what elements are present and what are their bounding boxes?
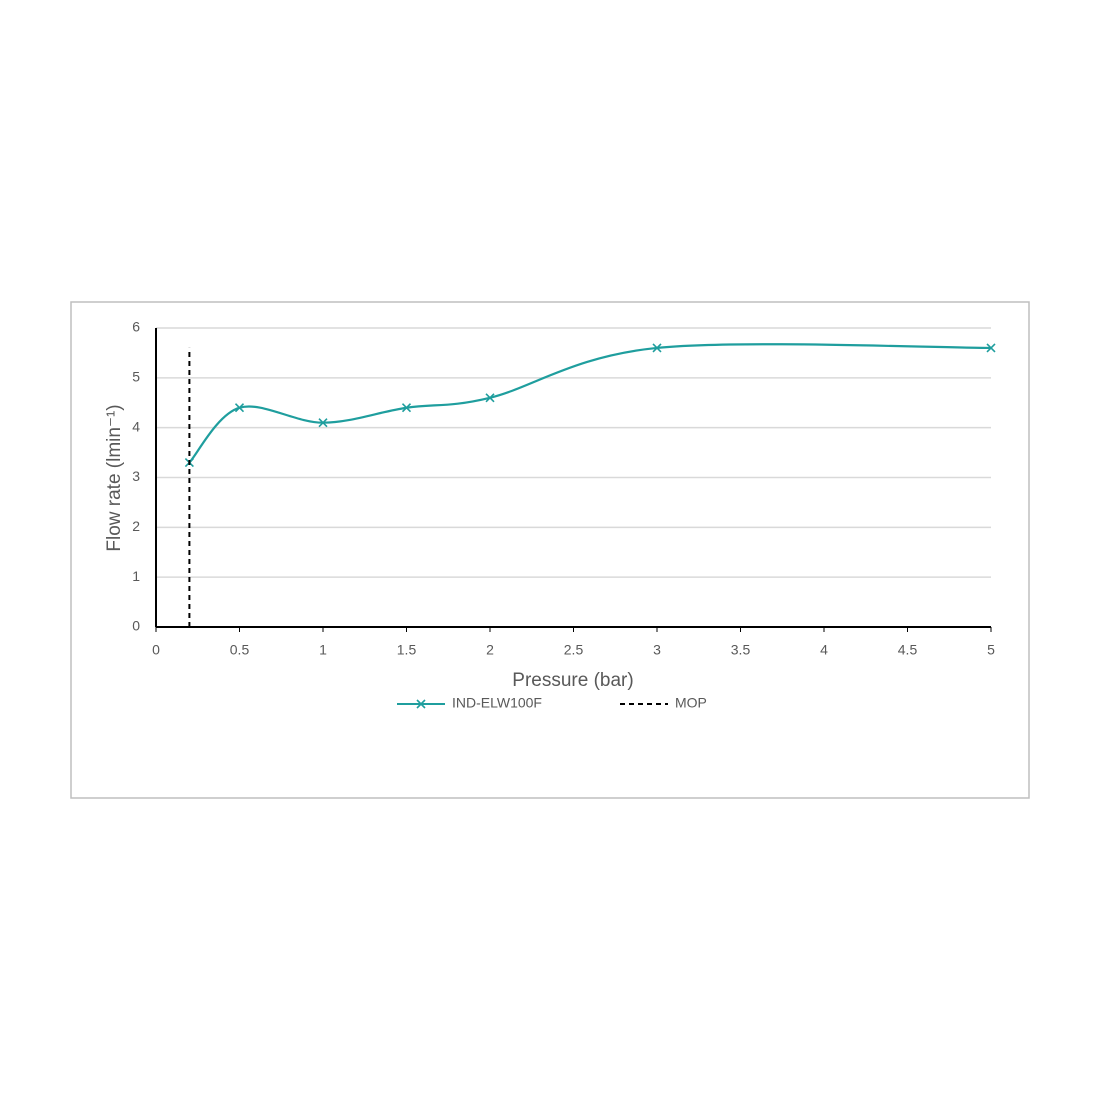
y-axis-title: Flow rate (lmin⁻¹) xyxy=(104,404,125,551)
y-tick-label: 1 xyxy=(132,568,140,584)
x-tick-label: 3.5 xyxy=(731,642,751,658)
x-tick-label: 1 xyxy=(319,642,327,658)
x-tick-label: 1.5 xyxy=(397,642,417,658)
y-tick-label: 0 xyxy=(132,618,140,634)
legend-marker xyxy=(416,699,426,709)
x-tick-label: 0 xyxy=(152,642,160,658)
x-tick-label: 4.5 xyxy=(898,642,918,658)
y-tick-label: 2 xyxy=(132,518,140,534)
x-tick-label: 2 xyxy=(486,642,494,658)
y-tick-label: 3 xyxy=(132,468,140,484)
data-point xyxy=(652,343,662,353)
data-point xyxy=(234,403,245,413)
data-point xyxy=(318,418,328,428)
legend-label: IND-ELW100F xyxy=(452,695,542,711)
y-tick-label: 5 xyxy=(132,369,140,385)
data-point xyxy=(485,393,495,403)
x-tick-label: 2.5 xyxy=(564,642,584,658)
legend-label: MOP xyxy=(675,695,707,711)
data-point xyxy=(986,343,996,353)
y-tick-label: 6 xyxy=(132,319,140,335)
x-axis-title: Pressure (bar) xyxy=(512,670,633,691)
y-tick-label: 4 xyxy=(132,418,140,434)
series-line xyxy=(188,343,992,464)
chart-frame xyxy=(70,301,1030,799)
data-point xyxy=(401,403,412,413)
x-tick-label: 0.5 xyxy=(230,642,250,658)
x-tick-label: 5 xyxy=(987,642,995,658)
x-tick-label: 3 xyxy=(653,642,661,658)
x-tick-label: 4 xyxy=(820,642,828,658)
